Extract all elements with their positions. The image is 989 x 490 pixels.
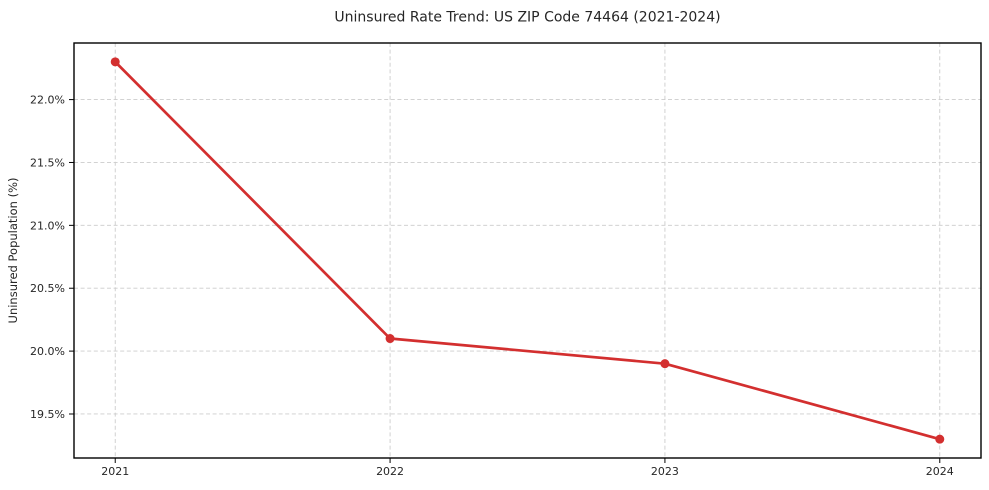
axis-layer: 2021 2022 2023 2024 19.5% 20.0% 20.5% 21.0% 21.5… [30,42,982,478]
data-point-2022 [385,334,395,344]
y-tick-label: 21.5% [30,156,65,169]
y-tick-label: 22.0% [30,94,65,107]
x-tick-label: 2022 [376,465,404,478]
y-tick-label: 19.5% [30,408,65,421]
series-layer [110,57,945,444]
y-axis-label: Uninsured Population (%) [6,178,20,324]
x-tick-label: 2021 [101,465,129,478]
data-point-2021 [110,57,120,67]
data-point-2024 [935,434,945,444]
grid-layer [74,43,981,458]
y-tick-label: 21.0% [30,219,65,232]
data-point-2023 [660,359,670,369]
y-tick-label: 20.5% [30,282,65,295]
y-tick-label: 20.0% [30,345,65,358]
x-tick-label: 2024 [926,465,954,478]
plot-border [73,42,982,459]
chart-title: Uninsured Rate Trend: US ZIP Code 74464 … [334,10,720,26]
trend-line [113,60,942,441]
x-tick-label: 2023 [651,465,679,478]
